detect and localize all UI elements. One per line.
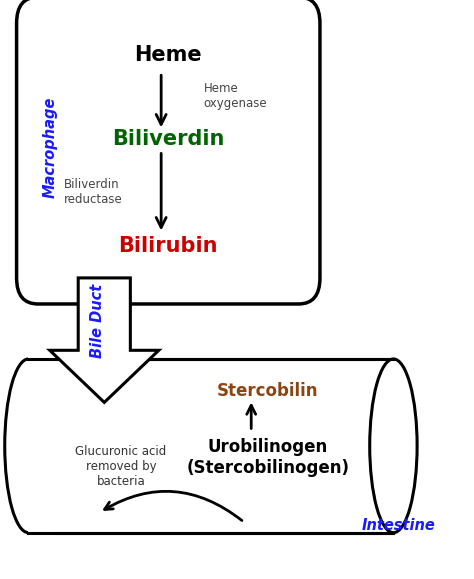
- Text: Glucuronic acid
removed by
bacteria: Glucuronic acid removed by bacteria: [75, 445, 166, 488]
- Polygon shape: [50, 278, 159, 402]
- FancyBboxPatch shape: [17, 0, 320, 304]
- Text: Bile Duct: Bile Duct: [90, 284, 105, 358]
- Ellipse shape: [5, 359, 52, 533]
- Text: Stercobilin: Stercobilin: [217, 382, 319, 400]
- Text: Biliverdin
reductase: Biliverdin reductase: [64, 178, 123, 206]
- Text: Intestine: Intestine: [361, 518, 435, 533]
- Text: Bilirubin: Bilirubin: [118, 236, 218, 256]
- Text: Heme
oxygenase: Heme oxygenase: [204, 82, 267, 109]
- Text: Biliverdin: Biliverdin: [112, 129, 225, 149]
- Bar: [28, 359, 393, 533]
- Bar: [28, 353, 55, 538]
- Text: Urobilinogen
(Stercobilinogen): Urobilinogen (Stercobilinogen): [186, 438, 349, 477]
- FancyArrowPatch shape: [105, 492, 242, 521]
- Text: Macrophage: Macrophage: [42, 97, 57, 199]
- Ellipse shape: [370, 359, 417, 533]
- Text: Heme: Heme: [135, 45, 202, 65]
